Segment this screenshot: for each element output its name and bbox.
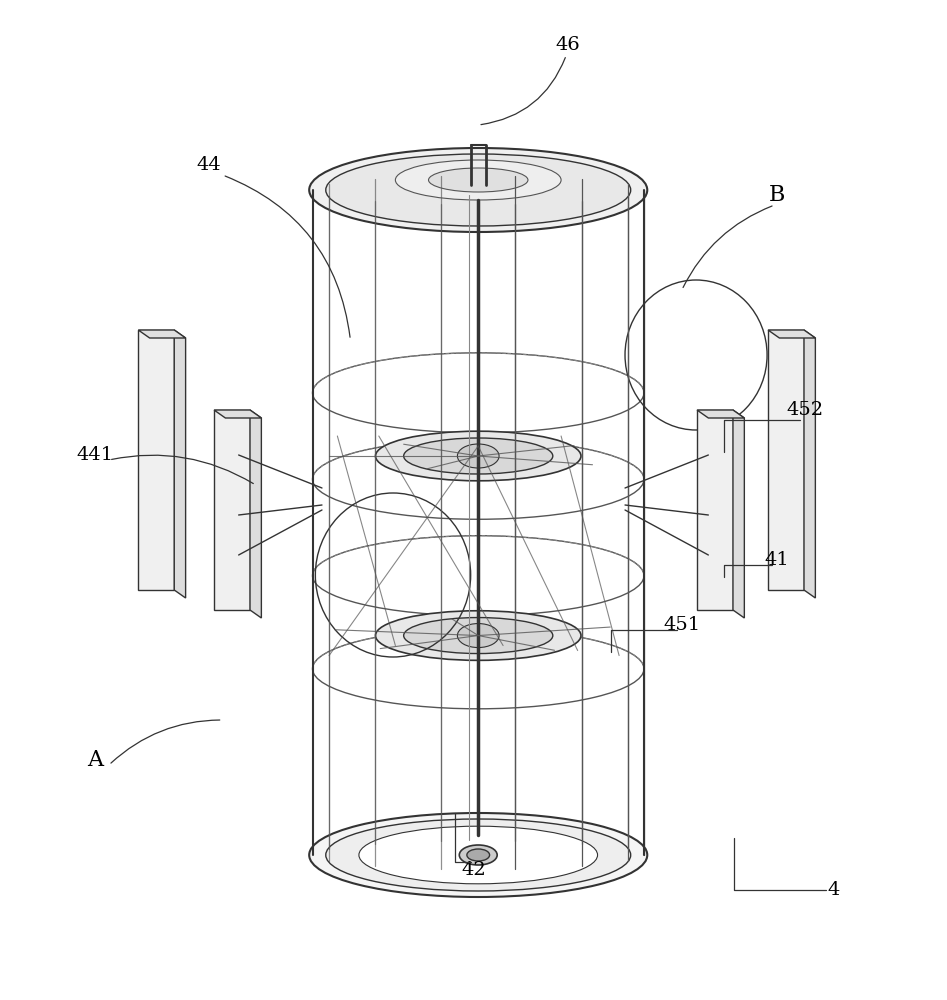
Ellipse shape	[326, 154, 631, 226]
Text: A: A	[87, 749, 102, 771]
Ellipse shape	[428, 168, 528, 192]
Ellipse shape	[403, 438, 553, 474]
Ellipse shape	[403, 618, 553, 654]
Text: 46: 46	[556, 36, 581, 54]
Text: 41: 41	[764, 551, 789, 569]
Polygon shape	[768, 330, 804, 590]
Ellipse shape	[459, 845, 497, 865]
Polygon shape	[733, 410, 744, 618]
Polygon shape	[697, 410, 744, 418]
Text: 42: 42	[461, 861, 486, 879]
Text: 4: 4	[827, 881, 840, 899]
Ellipse shape	[359, 826, 598, 884]
Polygon shape	[697, 410, 733, 610]
Text: 451: 451	[663, 616, 701, 634]
Ellipse shape	[457, 624, 499, 648]
Text: 452: 452	[786, 401, 824, 419]
Polygon shape	[174, 330, 186, 598]
Ellipse shape	[457, 444, 499, 468]
Ellipse shape	[396, 160, 561, 200]
Ellipse shape	[309, 148, 648, 232]
Ellipse shape	[467, 849, 490, 861]
Ellipse shape	[326, 819, 631, 891]
Ellipse shape	[375, 431, 581, 481]
Text: B: B	[768, 184, 785, 206]
Polygon shape	[804, 330, 815, 598]
Polygon shape	[214, 410, 250, 610]
Text: 441: 441	[76, 446, 114, 464]
Polygon shape	[768, 330, 815, 338]
Polygon shape	[250, 410, 261, 618]
Polygon shape	[214, 410, 261, 418]
Polygon shape	[138, 330, 174, 590]
Text: 44: 44	[196, 156, 221, 174]
Ellipse shape	[309, 813, 648, 897]
Ellipse shape	[375, 611, 581, 660]
Polygon shape	[138, 330, 186, 338]
